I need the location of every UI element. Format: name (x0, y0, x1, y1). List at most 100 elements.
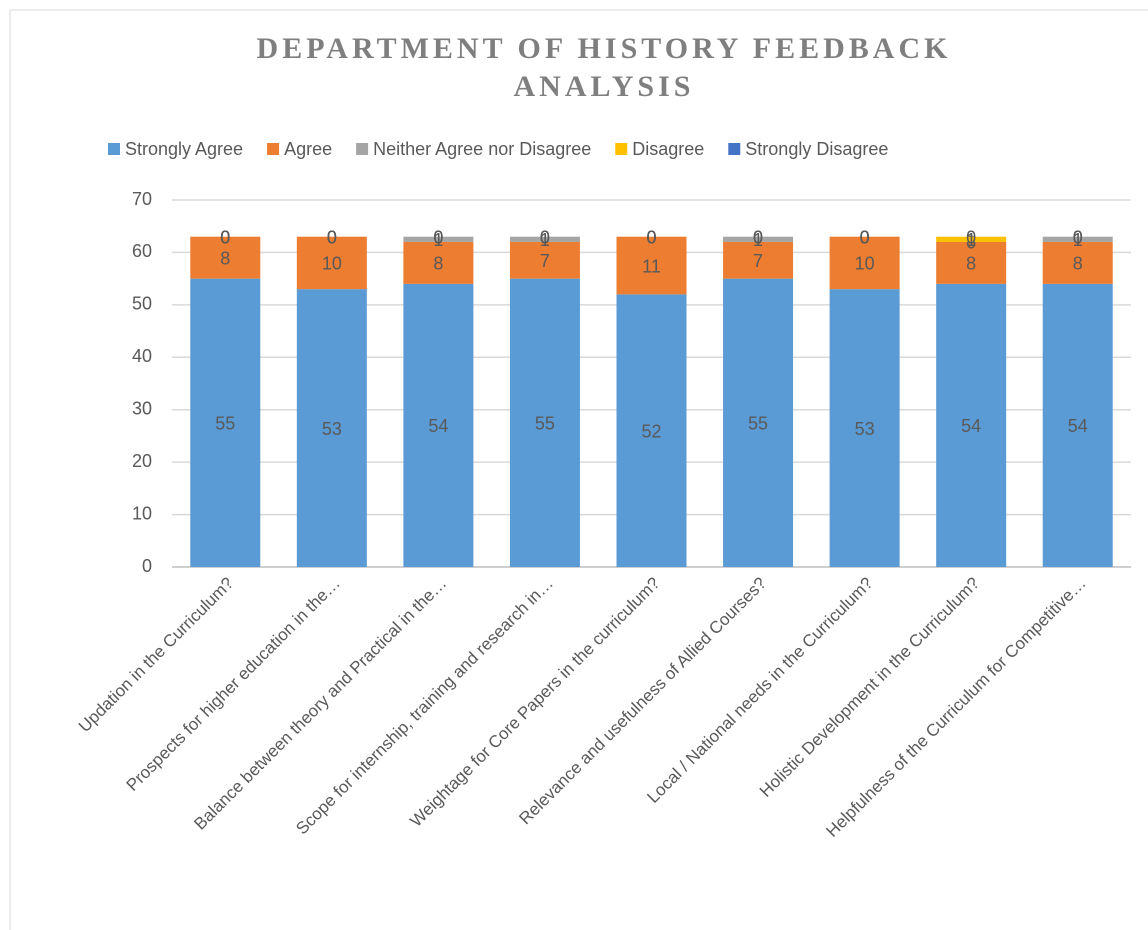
x-tick-group: Weightage for Core Papers in the curricu… (406, 574, 663, 831)
legend-swatch (728, 143, 741, 155)
bar-segment (723, 241, 794, 279)
data-label: 0 (433, 227, 443, 247)
bar-segment (509, 241, 580, 279)
data-label: 55 (535, 414, 555, 434)
y-tick-label: 40 (132, 346, 152, 366)
data-label: 1 (540, 230, 550, 250)
bar-segment (723, 278, 794, 567)
bar-segment (616, 236, 687, 295)
data-label: 0 (1073, 227, 1083, 247)
data-label: 8 (1073, 254, 1083, 274)
x-tick-label: Prospects for higher education in the… (123, 574, 344, 795)
y-tick-label: 0 (142, 556, 152, 576)
bar-segment (190, 236, 261, 279)
bar-segment (723, 236, 794, 242)
data-label: 54 (1068, 416, 1088, 436)
bar-segment (190, 278, 261, 567)
data-label: 0 (327, 227, 337, 247)
data-label: 0 (860, 227, 870, 247)
data-label: 1 (966, 230, 976, 250)
x-tick-label: Balance between theory and Practical in … (190, 574, 450, 834)
data-label: 0 (1073, 227, 1083, 247)
data-label: 11 (642, 256, 661, 276)
x-tick-label: Holistic Development in the Curriculum? (756, 574, 983, 801)
data-label: 7 (753, 251, 763, 271)
x-tick-group: Holistic Development in the Curriculum? (756, 574, 983, 801)
bar-segment (1042, 236, 1113, 242)
data-label: 55 (215, 414, 235, 434)
y-tick-label: 10 (132, 503, 152, 523)
data-label: 0 (220, 227, 230, 247)
data-label: 7 (540, 251, 550, 271)
data-label: 54 (961, 416, 981, 436)
y-tick-label: 20 (132, 451, 152, 471)
legend-label: Neither Agree nor Disagree (373, 139, 591, 159)
data-label: 0 (753, 227, 763, 247)
data-label: 0 (220, 227, 230, 247)
chart-title: DEPARTMENT OF HISTORY FEEDBACK ANALYSIS (256, 32, 952, 103)
data-label: 0 (966, 227, 976, 247)
x-tick-label: Weightage for Core Papers in the curricu… (406, 574, 663, 831)
data-label: 1 (433, 230, 443, 250)
x-tick-group: Local / National needs in the Curriculum… (643, 574, 876, 807)
y-tick-label: 50 (132, 294, 152, 314)
data-label: 0 (966, 233, 976, 253)
data-label: 0 (646, 227, 656, 247)
legend-label: Strongly Disagree (745, 139, 888, 159)
bar-segment (829, 289, 900, 567)
bar-segment (509, 278, 580, 567)
data-label: 10 (322, 254, 342, 274)
data-label: 1 (753, 230, 763, 250)
data-label: 0 (753, 227, 763, 247)
data-label: 54 (428, 416, 448, 436)
data-label: 0 (860, 227, 870, 247)
bar-segment (1042, 283, 1113, 567)
legend-swatch (267, 143, 280, 155)
bar-segment (403, 236, 474, 242)
data-label: 0 (540, 227, 550, 247)
legend-swatch (615, 143, 628, 155)
bar-segment (403, 241, 474, 284)
data-label: 8 (966, 254, 976, 274)
data-label: 0 (860, 227, 870, 247)
bar-segment (403, 283, 474, 567)
x-tick-label: Local / National needs in the Curriculum… (643, 574, 876, 807)
bar-segment (936, 283, 1007, 567)
data-label: 0 (327, 227, 337, 247)
data-label: 0 (327, 227, 337, 247)
x-tick-group: Relevance and usefulness of Allied Cours… (515, 574, 770, 829)
legend-swatch (356, 143, 369, 155)
data-label: 53 (322, 419, 342, 439)
bar-segment (936, 241, 1007, 284)
x-tick-label: Relevance and usefulness of Allied Cours… (515, 574, 770, 829)
data-label: 55 (748, 414, 768, 434)
data-label: 8 (220, 248, 230, 268)
data-label: 0 (646, 227, 656, 247)
y-tick-label: 30 (132, 398, 152, 418)
bar-segment (1042, 241, 1113, 284)
legend-label: Strongly Agree (125, 139, 243, 159)
y-tick-label: 70 (132, 189, 152, 209)
x-tick-group: Balance between theory and Practical in … (190, 574, 450, 834)
legend-swatch (108, 143, 120, 155)
data-label: 0 (433, 227, 443, 247)
data-label: 52 (641, 421, 661, 441)
data-label: 8 (433, 254, 443, 274)
data-label: 53 (855, 419, 875, 439)
bar-segment (296, 289, 367, 567)
legend-label: Agree (284, 139, 332, 159)
y-tick-label: 60 (132, 241, 152, 261)
bar-segment (296, 236, 367, 290)
bar-segment (936, 236, 1007, 242)
data-label: 10 (855, 254, 875, 274)
bar-segment (616, 294, 687, 567)
data-label: 0 (646, 227, 656, 247)
bar-segment (509, 236, 580, 242)
data-label: 0 (220, 227, 230, 247)
chart-border (9, 9, 1148, 930)
data-label: 0 (540, 227, 550, 247)
x-tick-group: Prospects for higher education in the… (123, 574, 344, 795)
bar-segment (829, 236, 900, 290)
